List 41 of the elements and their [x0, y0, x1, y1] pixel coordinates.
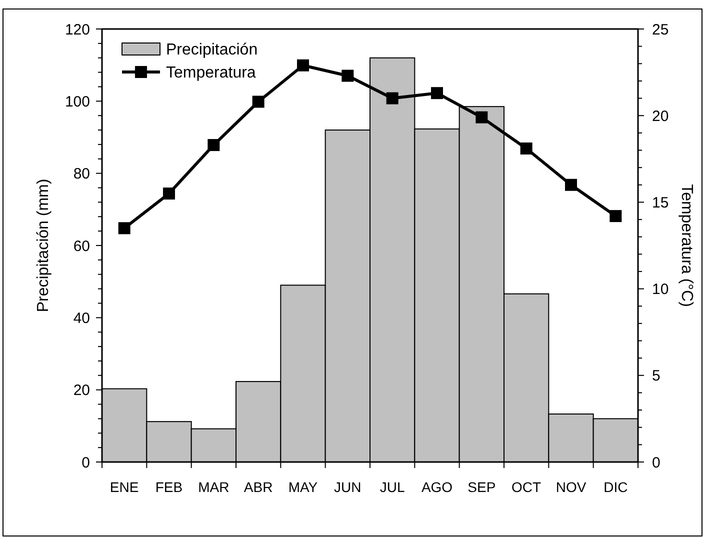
y-tick-label: 60 — [73, 238, 90, 255]
x-tick-label: OCT — [512, 479, 542, 495]
point — [252, 96, 264, 108]
y-tick-label: 120 — [64, 21, 90, 38]
point — [431, 87, 443, 100]
x-tick-label: AGO — [421, 479, 453, 495]
y-tick-label: 100 — [64, 93, 90, 110]
x-tick-label: MAR — [198, 479, 230, 495]
point — [342, 70, 354, 82]
point — [297, 59, 309, 72]
y2-tick-label: 20 — [652, 108, 669, 125]
x-tick-label: JUL — [380, 479, 405, 495]
x-tick-label: DIC — [604, 479, 628, 495]
x-tick-label: JUN — [334, 479, 362, 495]
point — [476, 111, 488, 124]
y2-axis-title: Temperatura (°C) — [678, 184, 695, 307]
point — [386, 92, 398, 104]
x-tick-label: ABR — [244, 479, 273, 495]
legend-label: Precipitación — [166, 42, 258, 59]
point — [610, 210, 622, 222]
y2-tick-label: 5 — [652, 368, 660, 385]
y-tick-label: 80 — [73, 166, 90, 183]
y2-tick-label: 15 — [652, 194, 669, 212]
y2-tick-label: 0 — [652, 454, 660, 472]
x-tick-label: ENE — [110, 479, 139, 495]
x-tick-label: FEB — [155, 479, 183, 495]
x-tick-label: NOV — [556, 479, 587, 495]
y2-tick-label: 25 — [652, 21, 669, 38]
y-tick-label: 20 — [73, 382, 90, 400]
point — [208, 139, 220, 152]
x-tick-label: MAY — [288, 479, 318, 495]
legend-label: Temperatura — [166, 64, 256, 82]
y-axis-title: Precipitación (mm) — [35, 178, 52, 312]
y-tick-label: 0 — [82, 454, 90, 472]
point — [520, 142, 532, 155]
point — [163, 188, 175, 200]
y2-tick-label: 10 — [652, 281, 669, 298]
x-tick-label: SEP — [468, 479, 496, 495]
y-tick-label: 40 — [73, 310, 90, 327]
point — [565, 178, 577, 191]
point — [118, 222, 130, 234]
